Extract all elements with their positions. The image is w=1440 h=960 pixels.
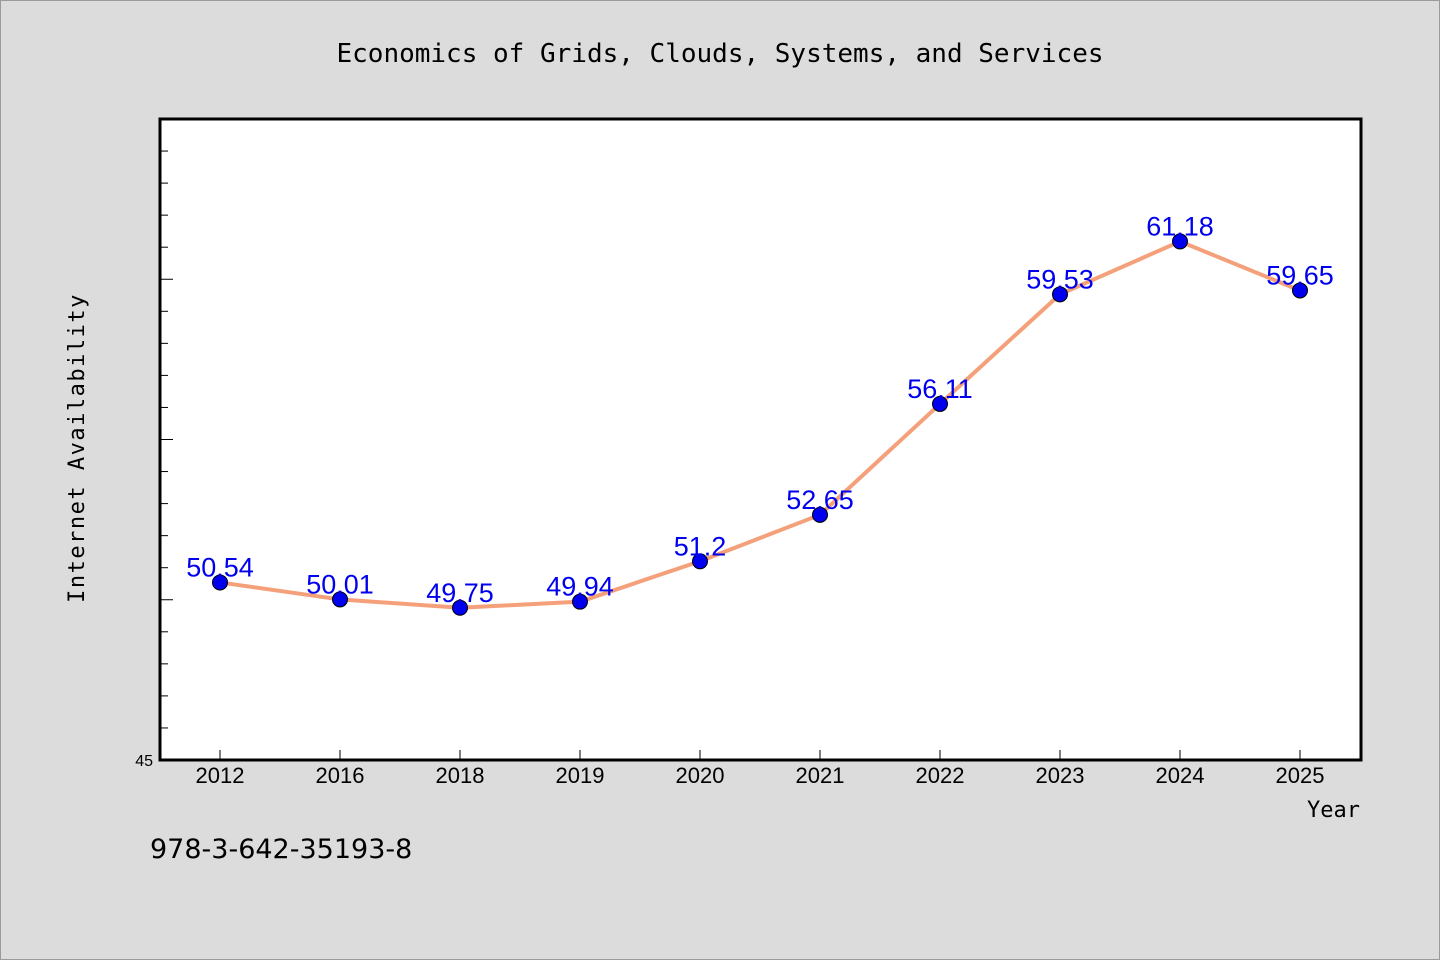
x-axis-label: Year [1307, 798, 1360, 823]
plot-frame [158, 117, 1363, 762]
data-point [452, 599, 468, 616]
chart-title: Economics of Grids, Clouds, Systems, and… [336, 39, 1103, 69]
series-line [218, 239, 1302, 610]
x-tick-label: 2022 [916, 763, 965, 788]
data-point [572, 593, 588, 610]
x-tick-label: 2025 [1276, 763, 1325, 788]
data-point [1052, 286, 1068, 303]
data-point [1292, 282, 1308, 299]
data-point [332, 591, 348, 608]
data-label: 56.11 [907, 374, 973, 404]
series-group: 50.54 50.01 49.75 49.94 51.2 52.65 56.11 59.53 6… [186, 211, 1334, 616]
data-label: 52.65 [786, 485, 854, 515]
data-point [1172, 233, 1188, 250]
x-tick-label: 2020 [676, 763, 725, 788]
data-label: 49.94 [546, 572, 614, 602]
x-tick-label: 2021 [796, 763, 845, 788]
data-label: 50.54 [186, 552, 254, 582]
data-label: 59.65 [1266, 260, 1334, 290]
x-tick-label: 2024 [1156, 763, 1205, 788]
data-point [812, 506, 828, 523]
data-point [932, 395, 948, 412]
x-axis-ticks: 2012 2016 2018 2019 2020 2021 2022 2023 2024 2025 [196, 750, 1325, 788]
data-label: 49.75 [426, 578, 494, 608]
plot-area [160, 119, 1361, 760]
x-tick-label: 2016 [316, 763, 365, 788]
data-point [212, 574, 228, 591]
x-tick-label: 2023 [1036, 763, 1085, 788]
y-axis-label: Internet Availability [65, 293, 90, 603]
data-label: 61.18 [1146, 211, 1214, 241]
data-label: 51.2 [674, 531, 727, 561]
x-tick-label: 2019 [556, 763, 605, 788]
data-point [692, 553, 708, 570]
data-label: 59.53 [1026, 264, 1094, 294]
x-tick-label: 2018 [436, 763, 485, 788]
data-label: 50.01 [306, 569, 374, 599]
isbn-text: 978-3-642-35193-8 [150, 834, 413, 865]
x-tick-label: 2012 [196, 763, 245, 788]
y-tick-label: 45 [135, 753, 153, 770]
